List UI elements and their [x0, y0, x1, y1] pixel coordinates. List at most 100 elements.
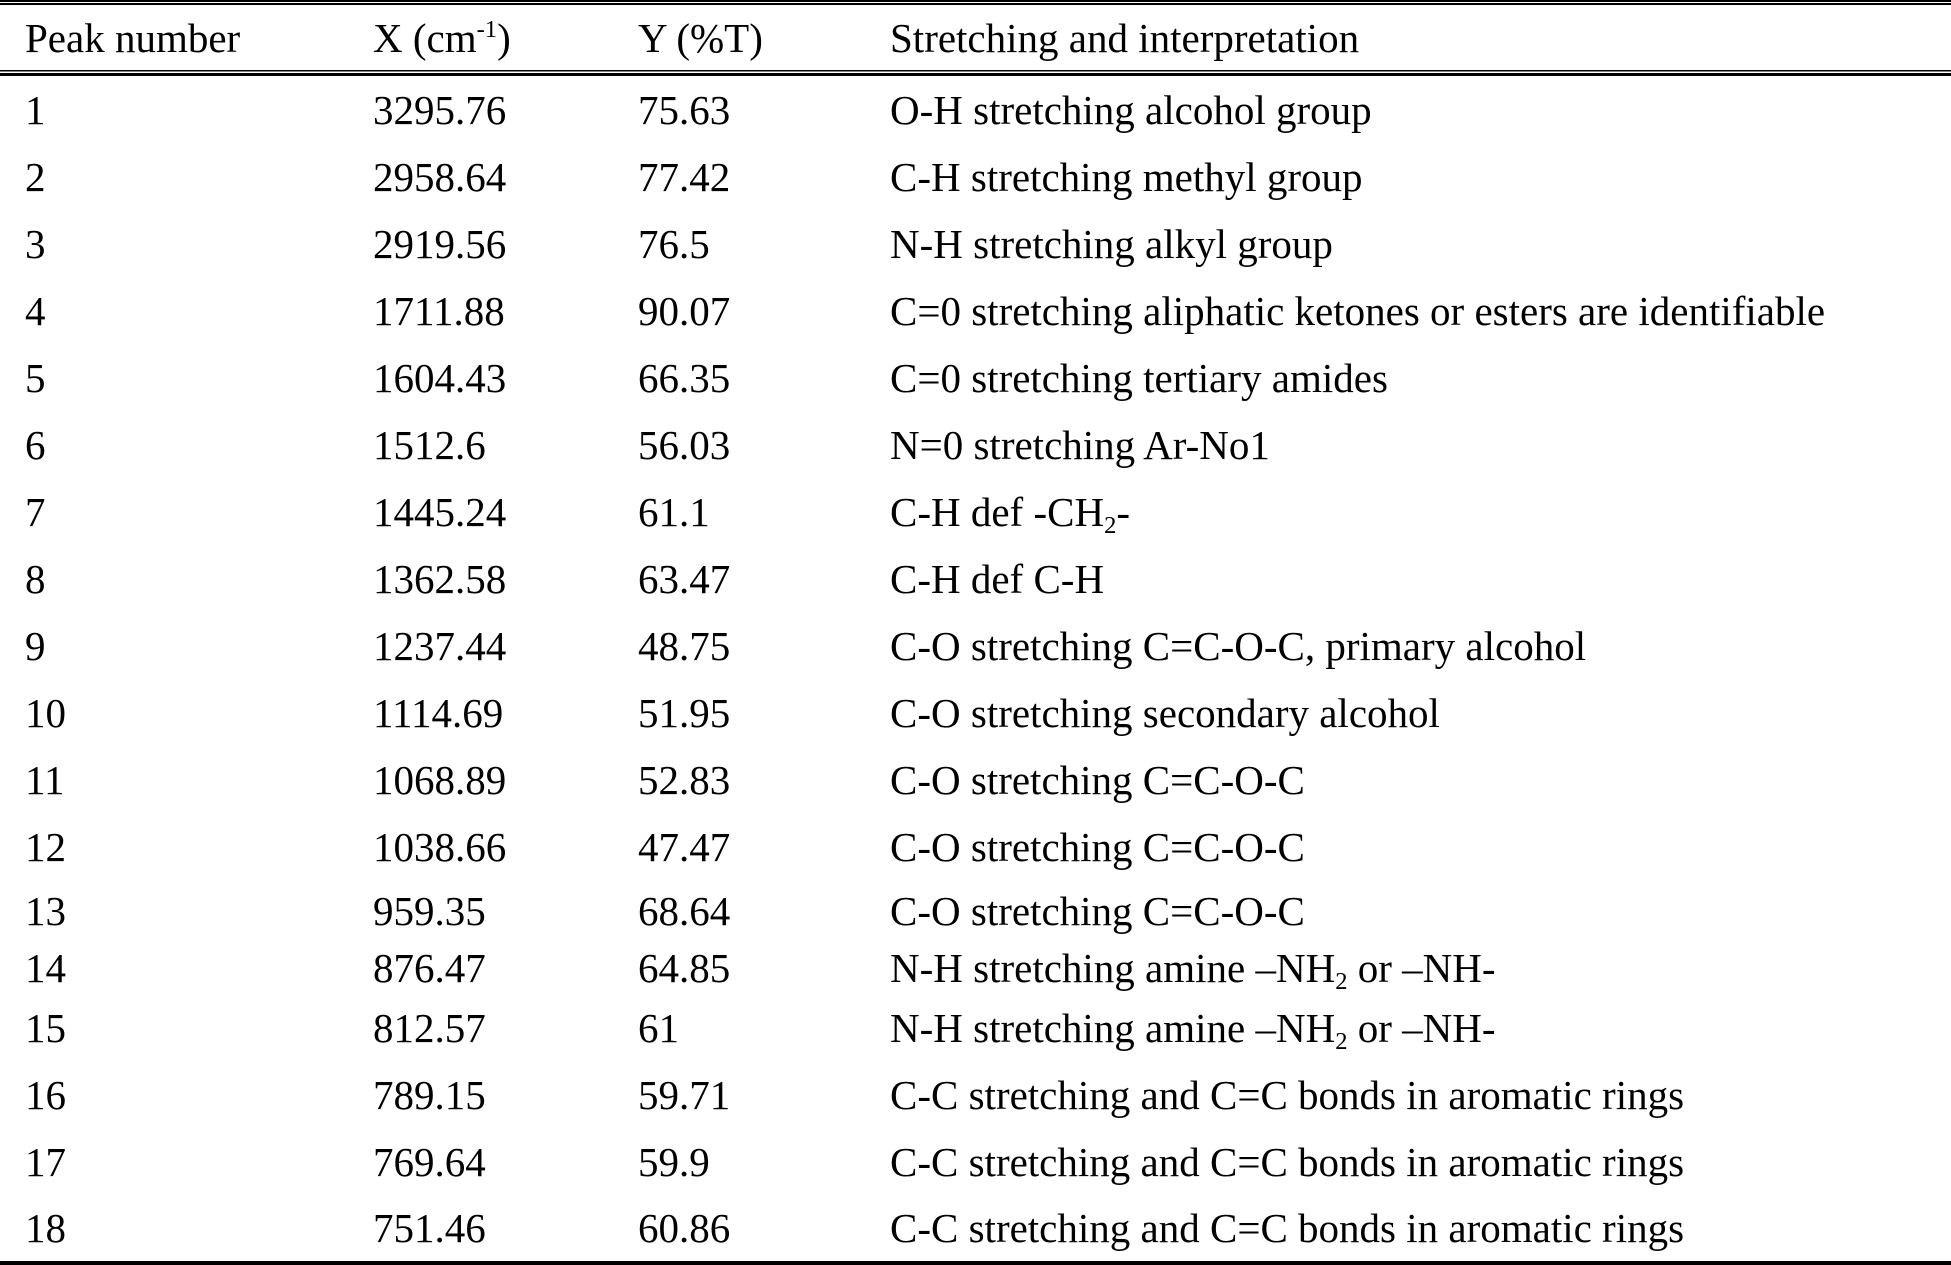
table-row: 1 3295.76 75.63 O-H stretching alcohol grou…: [0, 76, 1951, 143]
x-value-cell: 1038.66: [373, 823, 507, 870]
interpretation-cell: C=0 stretching tertiary amides: [890, 354, 1388, 401]
peak-number-cell: 12: [25, 823, 66, 870]
table-row: 4 1711.88 90.07 C=0 stretching aliphatic ke…: [0, 277, 1951, 344]
column-header-x-wavenumber: X (cm-1): [373, 14, 511, 61]
table-row: 13 959.35 68.64 C-O stretching C=C-O-C: [0, 880, 1951, 942]
y-value-cell: 60.86: [638, 1205, 731, 1251]
interpretation-cell: C-O stretching secondary alcohol: [890, 689, 1440, 736]
interpretation-cell: N-H stretching amine –NH2 or –NH-: [890, 945, 1496, 995]
x-value-cell: 1114.69: [373, 689, 504, 736]
table-row: 5 1604.43 66.35 C=0 stretching tertiary ami…: [0, 344, 1951, 411]
table-row: 6 1512.6 56.03 N=0 stretching Ar-No1: [0, 411, 1951, 478]
y-value-cell: 76.5: [638, 220, 710, 267]
table-row: 17 769.64 59.9 C-C stretching and C=C bonds…: [0, 1128, 1951, 1195]
y-value-cell: 52.83: [638, 756, 731, 803]
interpretation-cell: N-H stretching amine –NH2 or –NH-: [890, 1004, 1496, 1055]
peak-number-cell: 5: [25, 354, 46, 401]
y-value-cell: 59.71: [638, 1071, 731, 1118]
column-header-stretching-interpretation: Stretching and interpretation: [890, 14, 1360, 61]
y-value-cell: 48.75: [638, 622, 731, 669]
interpretation-cell: C-O stretching C=C-O-C, primary alcohol: [890, 622, 1587, 669]
peak-number-cell: 3: [25, 220, 46, 267]
interpretation-cell: N=0 stretching Ar-No1: [890, 421, 1270, 468]
x-value-cell: 876.47: [373, 945, 486, 991]
interpretation-cell: C-H def C-H: [890, 555, 1105, 602]
interpretation-cell: C-H def -CH2-: [890, 488, 1131, 539]
table-row: 9 1237.44 48.75 C-O stretching C=C-O-C, pri…: [0, 612, 1951, 679]
y-value-cell: 56.03: [638, 421, 731, 468]
peak-number-cell: 1: [25, 86, 46, 133]
y-value-cell: 61.1: [638, 488, 710, 535]
x-value-cell: 1362.58: [373, 555, 507, 602]
peak-number-cell: 14: [25, 945, 66, 991]
interpretation-cell: C-C stretching and C=C bonds in aromatic…: [890, 1071, 1685, 1118]
x-value-cell: 1512.6: [373, 421, 486, 468]
x-value-cell: 1445.24: [373, 488, 507, 535]
peak-number-cell: 17: [25, 1138, 66, 1185]
y-value-cell: 66.35: [638, 354, 731, 401]
interpretation-cell: C-H stretching methyl group: [890, 153, 1363, 200]
interpretation-cell: C-C stretching and C=C bonds in aromatic…: [890, 1138, 1685, 1185]
x-value-cell: 3295.76: [373, 86, 507, 133]
x-value-cell: 769.64: [373, 1138, 486, 1185]
table-row: 14 876.47 64.85 N-H stretching amine –NH2 o…: [0, 942, 1951, 994]
x-value-cell: 2958.64: [373, 153, 507, 200]
y-value-cell: 64.85: [638, 945, 731, 991]
interpretation-cell: N-H stretching alkyl group: [890, 220, 1333, 267]
interpretation-cell: C-C stretching and C=C bonds in aromatic…: [890, 1205, 1685, 1251]
y-value-cell: 75.63: [638, 86, 731, 133]
peak-number-cell: 15: [25, 1004, 66, 1051]
peak-number-cell: 18: [25, 1205, 66, 1251]
y-value-cell: 59.9: [638, 1138, 710, 1185]
interpretation-cell: C-O stretching C=C-O-C: [890, 888, 1305, 934]
peak-number-cell: 11: [25, 756, 65, 803]
y-value-cell: 61: [638, 1004, 679, 1051]
table-row: 16 789.15 59.71 C-C stretching and C=C bond…: [0, 1061, 1951, 1128]
interpretation-cell: C-O stretching C=C-O-C: [890, 756, 1305, 803]
table-row: 7 1445.24 61.1 C-H def -CH2-: [0, 478, 1951, 545]
peak-number-cell: 2: [25, 153, 46, 200]
y-value-cell: 68.64: [638, 888, 731, 934]
x-value-cell: 1068.89: [373, 756, 507, 803]
table-row: 12 1038.66 47.47 C-O stretching C=C-O-C: [0, 813, 1951, 880]
x-value-cell: 1711.88: [373, 287, 505, 334]
x-value-cell: 789.15: [373, 1071, 486, 1118]
table-row: 3 2919.56 76.5 N-H stretching alkyl group: [0, 210, 1951, 277]
x-value-cell: 959.35: [373, 888, 486, 934]
table-header-row: Peak number X (cm-1) Y (%T) Stretching a…: [0, 5, 1951, 70]
peak-number-cell: 8: [25, 555, 46, 602]
peak-number-cell: 4: [25, 287, 46, 334]
peak-number-cell: 9: [25, 622, 46, 669]
y-value-cell: 47.47: [638, 823, 731, 870]
table-row: 11 1068.89 52.83 C-O stretching C=C-O-C: [0, 746, 1951, 813]
y-value-cell: 63.47: [638, 555, 731, 602]
table-row: 2 2958.64 77.42 C-H stretching methyl group: [0, 143, 1951, 210]
interpretation-cell: O-H stretching alcohol group: [890, 86, 1372, 133]
x-value-cell: 812.57: [373, 1004, 486, 1051]
y-value-cell: 51.95: [638, 689, 731, 736]
x-value-cell: 2919.56: [373, 220, 507, 267]
peak-number-cell: 7: [25, 488, 46, 535]
y-value-cell: 90.07: [638, 287, 731, 334]
table-row: 10 1114.69 51.95 C-O stretching secondary a…: [0, 679, 1951, 746]
x-value-cell: 1604.43: [373, 354, 507, 401]
interpretation-cell: C-O stretching C=C-O-C: [890, 823, 1305, 870]
table-row: 15 812.57 61 N-H stretching amine –NH2 or –…: [0, 994, 1951, 1061]
table-row: 18 751.46 60.86 C-C stretching and C=C bond…: [0, 1195, 1951, 1261]
interpretation-cell: C=0 stretching aliphatic ketones or este…: [890, 287, 1826, 334]
table-row: 8 1362.58 63.47 C-H def C-H: [0, 545, 1951, 612]
table-top-border: [0, 0, 1951, 5]
x-value-cell: 751.46: [373, 1205, 486, 1251]
table-body: 1 3295.76 75.63 O-H stretching alcohol grou…: [0, 76, 1951, 1261]
x-value-cell: 1237.44: [373, 622, 507, 669]
peak-number-cell: 10: [25, 689, 66, 736]
peak-number-cell: 16: [25, 1071, 66, 1118]
y-value-cell: 77.42: [638, 153, 731, 200]
peak-number-cell: 6: [25, 421, 46, 468]
header-divider: [0, 70, 1951, 76]
table-bottom-border: [0, 1261, 1951, 1265]
column-header-peak-number: Peak number: [25, 14, 241, 61]
peak-number-cell: 13: [25, 888, 66, 934]
column-header-y-transmittance: Y (%T): [638, 14, 763, 61]
